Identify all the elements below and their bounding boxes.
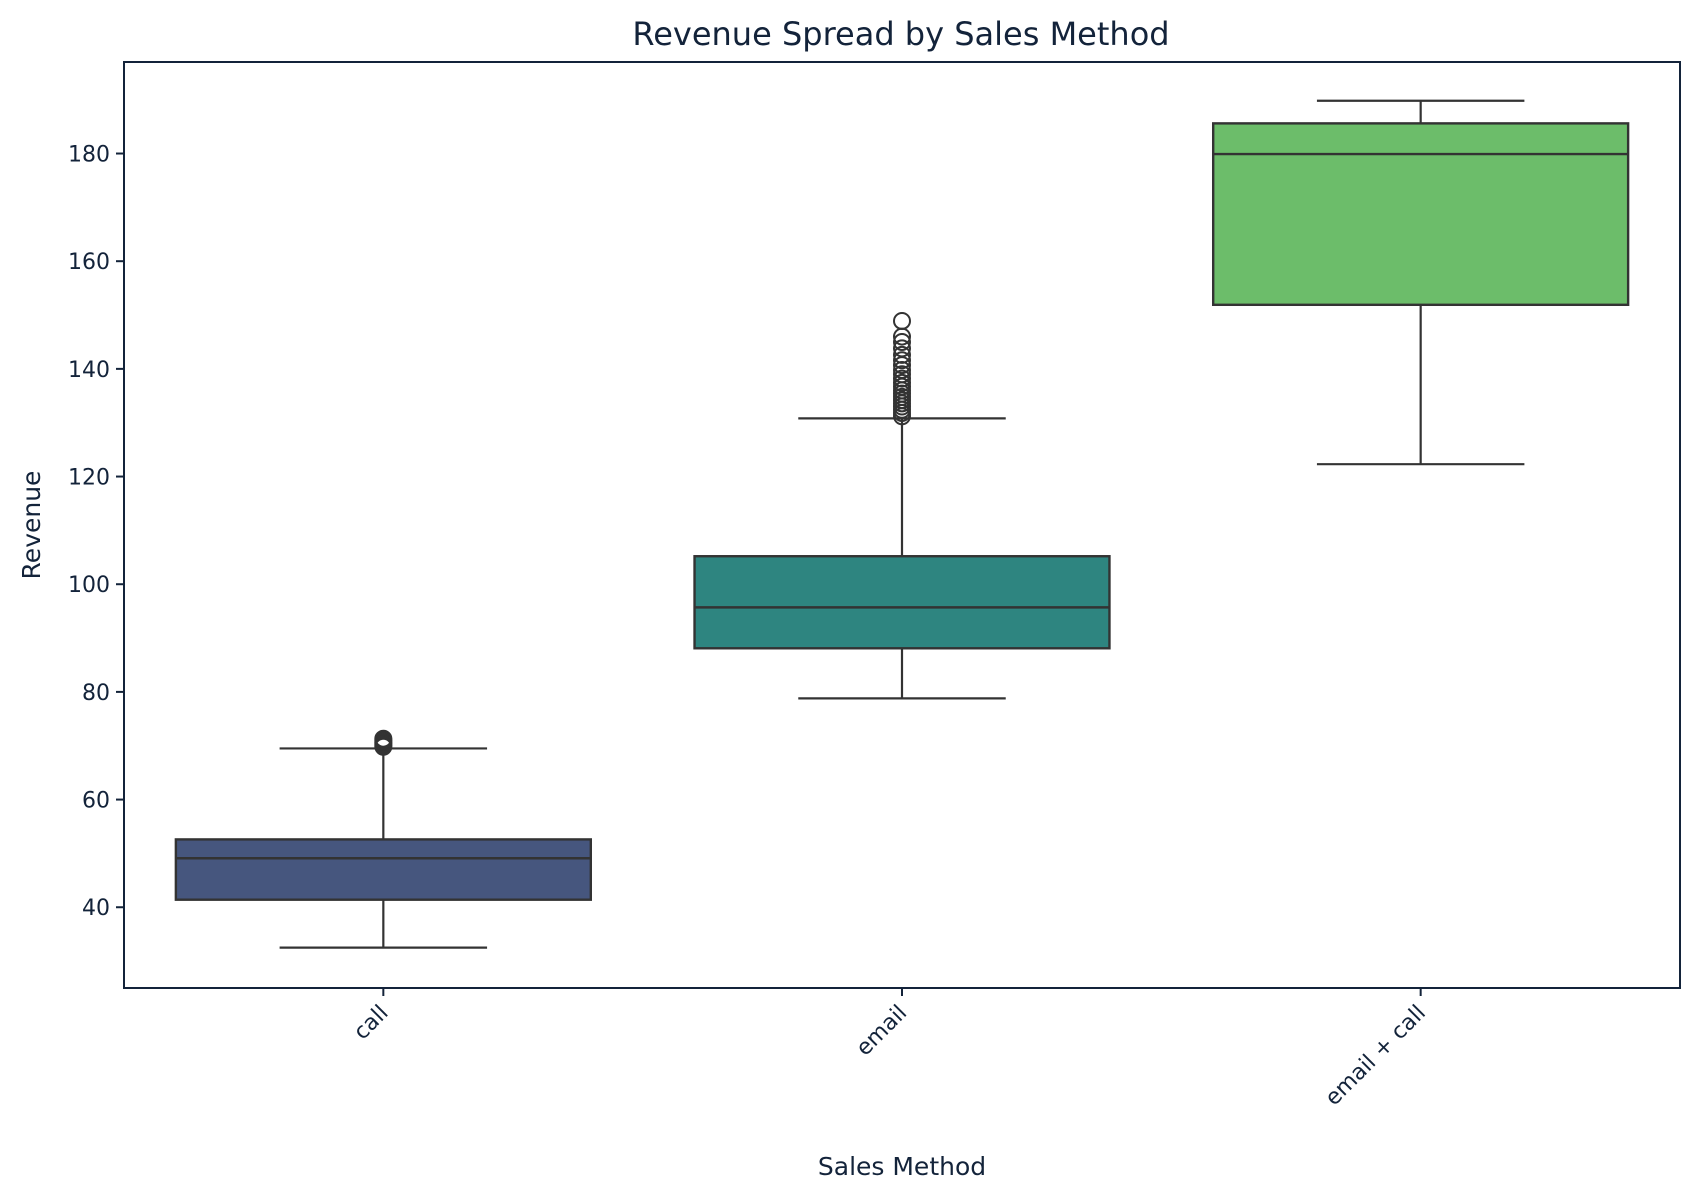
box-group-email-call: [1211, 99, 1630, 466]
outlier-point: [893, 373, 911, 392]
chart-title: Revenue Spread by Sales Method: [632, 15, 1169, 53]
x-tick-label: email: [852, 1001, 913, 1062]
iqr-box: [1211, 122, 1630, 307]
iqr-box: [693, 555, 1111, 650]
y-tick-label: 140: [68, 358, 110, 383]
outlier-point: [893, 332, 911, 351]
y-axis: 40 60 80 100 120 140 160 180: [68, 143, 124, 921]
y-tick-label: 60: [82, 789, 110, 814]
x-tick-label: call: [349, 1001, 393, 1045]
x-axis: call email email + call: [349, 988, 1431, 1111]
outlier-point: [374, 729, 393, 748]
box-group-email: [693, 311, 1111, 700]
outlier-point: [893, 365, 911, 384]
y-tick-label: 100: [68, 573, 110, 598]
outlier-point: [893, 345, 911, 364]
outlier-point: [893, 369, 911, 388]
y-tick-label: 40: [82, 896, 110, 921]
x-axis-label: Sales Method: [818, 1152, 986, 1181]
outlier-point: [893, 339, 911, 358]
y-tick-label: 80: [82, 681, 110, 706]
y-tick-label: 180: [68, 143, 110, 168]
iqr-box: [174, 838, 592, 901]
y-axis-label: Revenue: [17, 471, 46, 580]
y-tick-label: 120: [68, 466, 110, 491]
outlier-point: [893, 311, 911, 330]
plot-area: [174, 99, 1630, 949]
y-tick-label: 160: [68, 250, 110, 275]
outlier-point: [893, 351, 911, 370]
box-group-call: [174, 729, 592, 949]
x-tick-label: email + call: [1321, 1001, 1431, 1111]
